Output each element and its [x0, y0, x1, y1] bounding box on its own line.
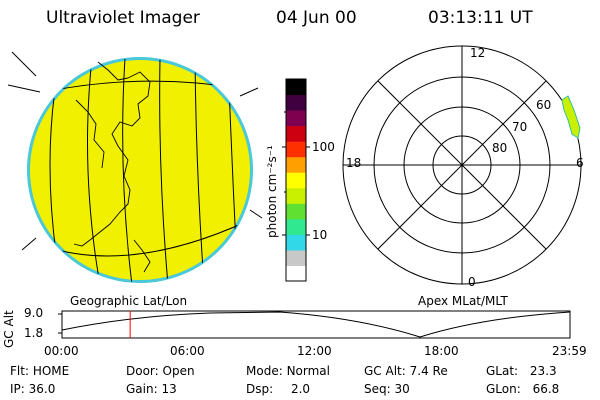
colorbar-segment [286, 218, 306, 235]
info-ip: IP: 36.0 [10, 382, 56, 396]
colorbar-segment [286, 249, 306, 266]
timeline-ylabel: GC Alt [2, 310, 16, 348]
mlt-label-18: 18 [346, 156, 362, 170]
colorbar-segment [286, 94, 306, 111]
instrument-title: Ultraviolet Imager [46, 8, 200, 28]
colorbar-segment [286, 156, 306, 173]
info-door: Door: Open [126, 364, 195, 378]
date-label: 04 Jun 00 [276, 8, 357, 28]
info-gc-alt: GC Alt: 7.4 Re [364, 364, 448, 378]
info-mode: Mode: Normal [246, 364, 330, 378]
timeline-xtick-0600: 06:00 [170, 344, 205, 358]
polar-aurora-patch [561, 95, 581, 139]
mlat-label-60: 60 [536, 98, 552, 112]
mlat-label-70: 70 [512, 120, 528, 134]
colorbar-segment [286, 110, 306, 127]
info-gain: Gain: 13 [126, 382, 177, 396]
left-panel-label: Geographic Lat/Lon [70, 294, 188, 308]
info-glon: GLon: 66.8 [486, 382, 560, 396]
mlt-label-12: 12 [470, 46, 486, 60]
timeline-xtick-1200: 12:00 [297, 344, 332, 358]
color-scale-bar [285, 78, 307, 282]
info-dsp: Dsp: 2.0 [246, 382, 311, 396]
right-panel-label: Apex MLat/MLT [418, 294, 508, 308]
colorbar-segment [286, 234, 306, 251]
info-glat: GLat: 23.3 [486, 364, 557, 378]
timeline-xtick-0000: 00:00 [44, 344, 79, 358]
globe-panel [7, 51, 263, 283]
mlat-label-80: 80 [492, 141, 508, 155]
colorbar-segment [286, 187, 306, 204]
colorbar-segment [286, 79, 306, 96]
polar-diagonal-2 [377, 80, 547, 250]
colorbar-segment [286, 172, 306, 189]
colorbar-unit-label: photon cm⁻²s⁻¹ [265, 145, 279, 238]
colorbar-tick-100: 100 [312, 140, 335, 154]
colorbar-segment [286, 141, 306, 158]
colorbar-ticks [282, 111, 310, 236]
timeline-frame [61, 310, 571, 339]
colorbar-segment [286, 203, 306, 220]
timeline-xtick-1800: 18:00 [424, 344, 459, 358]
colorbar-segment [286, 125, 306, 142]
timeline-y-ticks [58, 313, 62, 334]
globe-image [30, 60, 250, 280]
polar-plot [342, 45, 582, 285]
mlt-label-6: 6 [576, 156, 584, 170]
colorbar-tick-10: 10 [312, 228, 328, 242]
outer-gridlines [7, 51, 263, 251]
info-seq: Seq: 30 [364, 382, 410, 396]
info-flt: Flt: HOME [10, 364, 70, 378]
coastline [73, 61, 151, 273]
altitude-curve [61, 311, 571, 338]
colorbar-segment [286, 265, 306, 282]
mlt-label-0: 0 [468, 275, 476, 289]
timeline-ytick-top: 9.0 [24, 306, 44, 320]
timeline-ytick-bottom: 1.8 [24, 326, 44, 340]
time-label: 03:13:11 UT [428, 8, 533, 28]
colorbar-frame [285, 78, 307, 282]
timeline-xtick-2359: 23:59 [552, 344, 587, 358]
